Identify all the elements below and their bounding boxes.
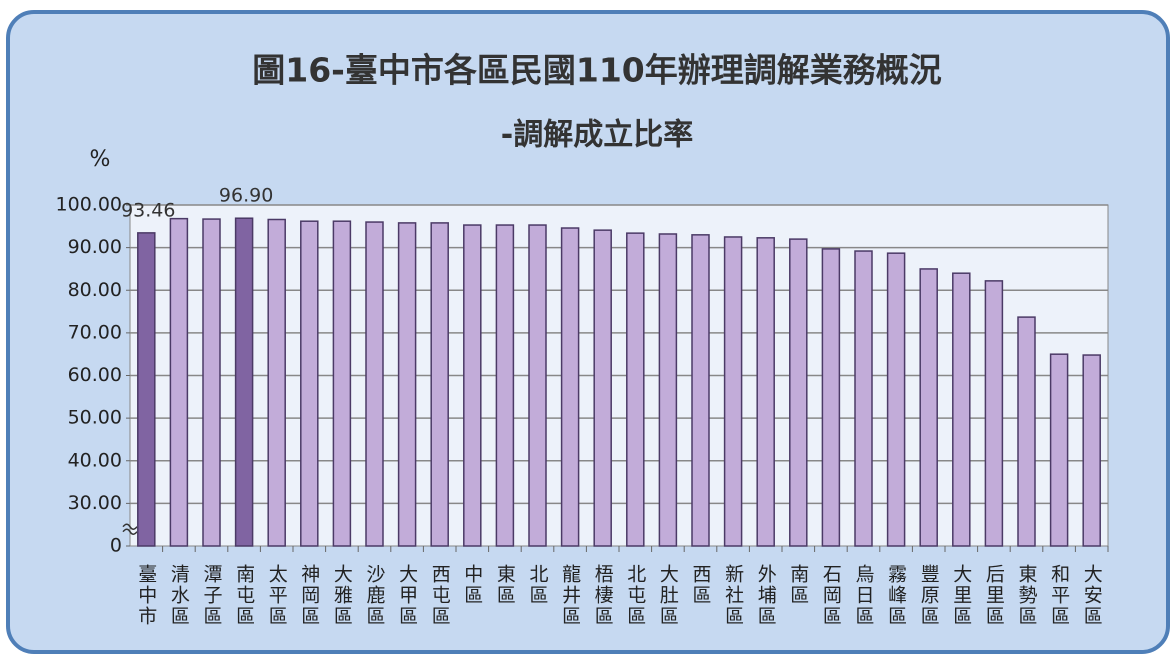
bar: [626, 232, 645, 547]
x-tick-label: 大雅區: [331, 564, 353, 627]
bar: [658, 233, 678, 547]
x-tick-label: 大里區: [950, 564, 972, 627]
x-tick-label: 神岡區: [298, 564, 320, 627]
x-tick-label: 清水區: [168, 564, 190, 627]
y-tick-label: 90.00: [68, 236, 122, 258]
bar: [952, 272, 971, 547]
axis-break: [122, 523, 138, 535]
x-tick-label: 南屯區: [233, 564, 255, 627]
bar: [1082, 354, 1101, 547]
bar: [234, 217, 254, 547]
x-tick-label: 新社區: [722, 564, 744, 627]
bar: [202, 218, 221, 547]
y-axis-label: %: [90, 147, 111, 172]
bar: [886, 252, 906, 547]
x-tick-label: 太平區: [266, 564, 288, 627]
y-tick-label: 70.00: [68, 321, 122, 343]
x-tick-label: 潭子區: [201, 564, 223, 627]
x-tick-label: 大甲區: [396, 564, 418, 627]
x-tick-label: 西屯區: [429, 564, 451, 627]
x-tick-label: 北區: [527, 564, 549, 606]
bar: [723, 236, 743, 547]
data-label: 96.90: [219, 185, 273, 207]
y-tick-label: 40.00: [68, 449, 122, 471]
bar: [919, 268, 938, 547]
bar: [1049, 353, 1069, 547]
bar: [267, 218, 286, 547]
x-tick-label: 豐原區: [918, 564, 940, 627]
bar: [560, 227, 580, 547]
bar: [430, 222, 449, 547]
data-label: 93.46: [121, 199, 175, 221]
x-tick-label: 中區: [461, 564, 483, 606]
bar: [854, 250, 873, 547]
bar: [137, 232, 156, 547]
y-tick-label: 30.00: [68, 492, 122, 514]
y-tick-label: 80.00: [68, 279, 122, 301]
x-tick-label: 霧峰區: [885, 564, 907, 627]
x-tick-label: 外埔區: [755, 564, 777, 627]
x-tick-label: 和平區: [1048, 564, 1070, 627]
y-tick-label: 100.00: [56, 194, 122, 216]
x-tick-label: 東勢區: [1016, 564, 1038, 627]
bar: [593, 229, 612, 547]
bar: [691, 234, 710, 547]
x-tick-label: 東區: [494, 564, 516, 606]
x-tick-label: 臺中市: [135, 564, 157, 627]
y-tick-label: 0: [110, 535, 122, 557]
x-tick-label: 大肚區: [657, 564, 679, 627]
y-tick-label: 60.00: [68, 364, 122, 386]
bar: [463, 224, 482, 547]
x-tick-label: 梧棲區: [592, 564, 614, 627]
chart-title: 圖16-臺中市各區民國110年辦理調解業務概況: [252, 51, 942, 90]
x-tick-label: 南區: [787, 564, 809, 606]
x-tick-label: 大安區: [1081, 564, 1103, 627]
bar: [821, 248, 841, 547]
bar: [169, 217, 189, 547]
chart-subtitle: -調解成立比率: [501, 118, 693, 153]
bar: [397, 222, 417, 547]
bar: [495, 224, 515, 547]
bar: [528, 224, 547, 547]
bar: [1017, 316, 1036, 547]
x-tick-label: 西區: [690, 564, 712, 606]
bar: [756, 237, 775, 547]
bar: [300, 220, 319, 547]
bar: [332, 220, 352, 547]
x-tick-label: 龍井區: [559, 564, 581, 627]
x-tick-label: 后里區: [983, 564, 1005, 627]
bar: [789, 238, 808, 547]
y-tick-label: 50.00: [68, 407, 122, 429]
x-tick-label: 石岡區: [820, 564, 842, 627]
x-tick-label: 沙鹿區: [364, 564, 386, 627]
bar: [984, 280, 1004, 547]
x-tick-label: 烏日區: [853, 564, 875, 627]
x-tick-label: 北屯區: [624, 564, 646, 627]
bar: [365, 221, 384, 547]
